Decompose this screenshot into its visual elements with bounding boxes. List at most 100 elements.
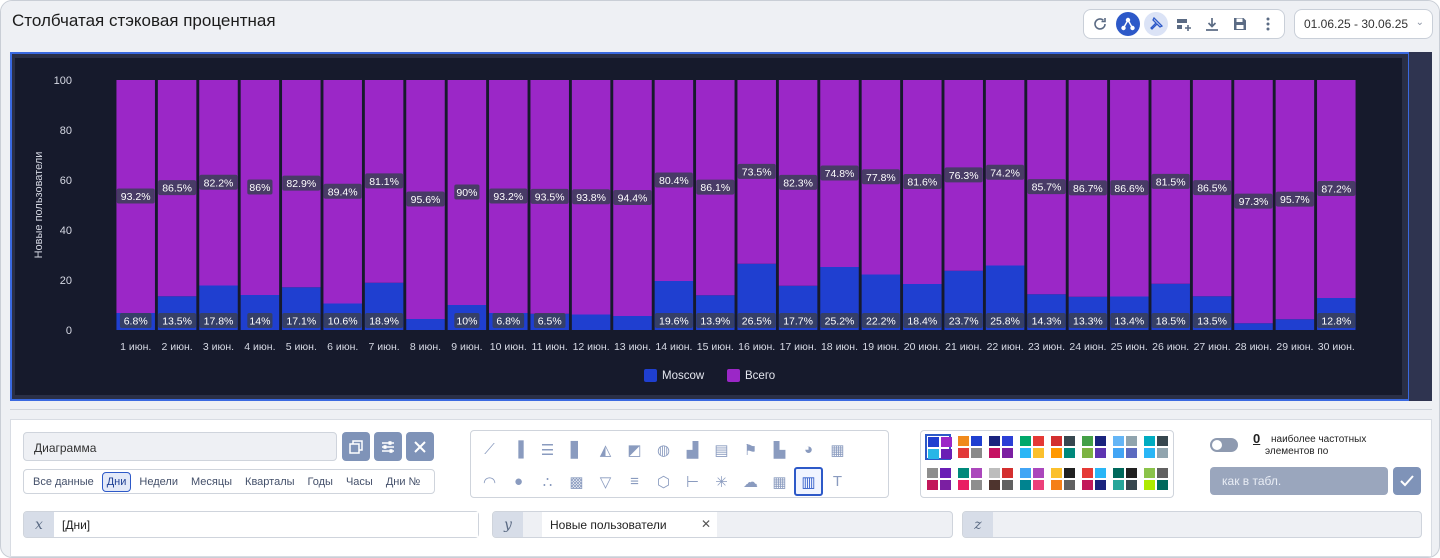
data-label-total-bg [1110, 180, 1149, 196]
bubble-icon[interactable]: ● [513, 473, 524, 490]
data-label-moscow-bg [1027, 313, 1066, 328]
flag-chart-icon[interactable]: ⚑ [743, 441, 758, 459]
palette-option[interactable] [1111, 466, 1137, 492]
x-tick-label: 26 июн. [1152, 341, 1189, 353]
network-icon[interactable]: ✳ [715, 473, 728, 491]
palette-swatch [1064, 468, 1075, 478]
data-label-total-bg [944, 167, 983, 183]
palette-option[interactable] [1080, 434, 1106, 460]
period-hours[interactable]: Часы [345, 475, 373, 488]
area-bar-icon[interactable]: ◩ [627, 441, 642, 459]
palette-option[interactable] [1018, 434, 1044, 460]
refresh-icon[interactable] [1088, 12, 1112, 36]
top-n-count[interactable]: 0 [1253, 431, 1261, 446]
area-chart-icon[interactable]: ◭ [599, 441, 612, 459]
chart-container[interactable]: 0 20 40 60 80 100 Новые пользователи 93.2% 6.8% 1… [10, 52, 1410, 401]
z-axis-field[interactable]: z [962, 511, 1422, 538]
pie-chart-icon[interactable]: ◕ [803, 441, 814, 458]
bar-moscow [1275, 319, 1315, 330]
palette-option[interactable] [1080, 466, 1106, 492]
data-label-total: 74.2% [990, 167, 1020, 179]
save-icon[interactable] [1228, 12, 1252, 36]
settings-button[interactable] [374, 432, 402, 461]
horizontal-bar-icon[interactable]: ☰ [540, 441, 555, 459]
table-icon[interactable]: ▦ [772, 473, 787, 491]
stacked-bar-icon[interactable]: ▋ [570, 441, 583, 459]
period-all-data[interactable]: Все данные [33, 475, 94, 488]
palette-option[interactable] [1111, 434, 1137, 460]
bar-chart-icon[interactable]: ▐ [513, 441, 524, 458]
x-tick-label: 1 июн. [120, 341, 151, 353]
palette-swatch [1126, 468, 1137, 478]
palette-option[interactable] [925, 434, 952, 460]
copy-button[interactable] [342, 432, 370, 461]
palette-option[interactable] [1142, 466, 1168, 492]
y-axis-field[interactable]: y Новые пользователи ✕ [492, 511, 953, 538]
horizontal-stacked-icon[interactable]: ≡ [630, 473, 639, 490]
calendar-chart-icon[interactable]: ▤ [714, 441, 729, 459]
remove-chip-icon[interactable]: ✕ [700, 517, 711, 531]
line-chart-icon[interactable]: ⟋ [484, 441, 495, 458]
apply-button[interactable] [1393, 467, 1421, 495]
palette-option[interactable] [1049, 434, 1075, 460]
sorted-bar-icon[interactable]: ▙ [773, 441, 786, 459]
y-axis-chip[interactable]: Новые пользователи ✕ [542, 512, 717, 537]
data-label-total-bg [737, 163, 776, 179]
palette-option[interactable] [925, 466, 951, 492]
period-day-number[interactable]: Дни № [385, 475, 421, 488]
palette-option[interactable] [1142, 434, 1168, 460]
period-weeks[interactable]: Недели [139, 475, 178, 488]
top-n-toggle[interactable] [1210, 438, 1238, 452]
period-years[interactable]: Годы [307, 475, 333, 488]
palette-swatch [1095, 436, 1106, 446]
palette-option[interactable] [987, 466, 1013, 492]
period-quarters[interactable]: Кварталы [245, 475, 295, 488]
x-axis-field[interactable]: x [Дни] [23, 511, 479, 538]
period-days[interactable]: Дни [101, 471, 132, 492]
pictorial-bar-icon[interactable]: ▟ [686, 441, 699, 459]
percent-stacked-bar-icon[interactable]: ▥ [794, 467, 823, 496]
cloud-icon[interactable]: ☁ [743, 473, 758, 491]
polygon-icon[interactable]: ⬡ [656, 473, 671, 491]
x-axis-value[interactable]: [Дни] [54, 512, 478, 537]
tree-icon[interactable]: ⊢ [685, 473, 700, 491]
download-icon[interactable] [1200, 12, 1224, 36]
palette-option[interactable] [987, 434, 1013, 460]
palette-swatch [941, 449, 952, 459]
funnel-icon[interactable]: ▽ [599, 473, 612, 491]
y-tick-label: 60 [60, 175, 72, 187]
palette-swatch [971, 468, 982, 478]
data-label-total-bg [1027, 179, 1066, 195]
text-icon[interactable]: T [832, 473, 843, 490]
y-axis-value: Новые пользователи [550, 518, 667, 532]
more-icon[interactable] [1256, 12, 1280, 36]
palette-swatch [1113, 468, 1124, 478]
data-label-total-bg [489, 188, 528, 204]
palette-option[interactable] [956, 434, 982, 460]
scatter-icon[interactable]: ∴ [542, 473, 553, 491]
date-range-picker[interactable]: 01.06.25 - 30.06.25 ⌄ [1294, 9, 1433, 39]
palette-swatch [1157, 480, 1168, 490]
delete-button[interactable] [406, 432, 434, 461]
data-label-total: 87.2% [1321, 184, 1351, 196]
pin-icon[interactable] [1144, 12, 1168, 36]
top-n-sort-input[interactable]: как в табл. [1210, 467, 1388, 495]
period-months[interactable]: Месяцы [190, 475, 233, 488]
data-label-moscow-bg [158, 313, 197, 328]
data-label-total-bg [158, 180, 197, 196]
data-label-moscow-bg [820, 313, 859, 328]
palette-option[interactable] [956, 466, 982, 492]
palette-option[interactable] [1049, 466, 1075, 492]
add-widget-icon[interactable] [1172, 12, 1196, 36]
gauge-icon[interactable]: ◠ [482, 473, 497, 491]
share-icon[interactable] [1116, 12, 1140, 36]
donut-chart-icon[interactable]: ◍ [656, 441, 671, 459]
heatmap-icon[interactable]: ▩ [569, 473, 584, 491]
data-label-total-bg [323, 183, 362, 199]
x-tick-label: 27 июн. [1194, 341, 1231, 353]
grid-widget-icon[interactable]: ▦ [830, 441, 845, 459]
data-label-moscow: 17.1% [286, 316, 316, 328]
chart-name-input[interactable]: Диаграмма [23, 432, 337, 461]
palette-option[interactable] [1018, 466, 1044, 492]
palette-swatch [1082, 448, 1093, 458]
